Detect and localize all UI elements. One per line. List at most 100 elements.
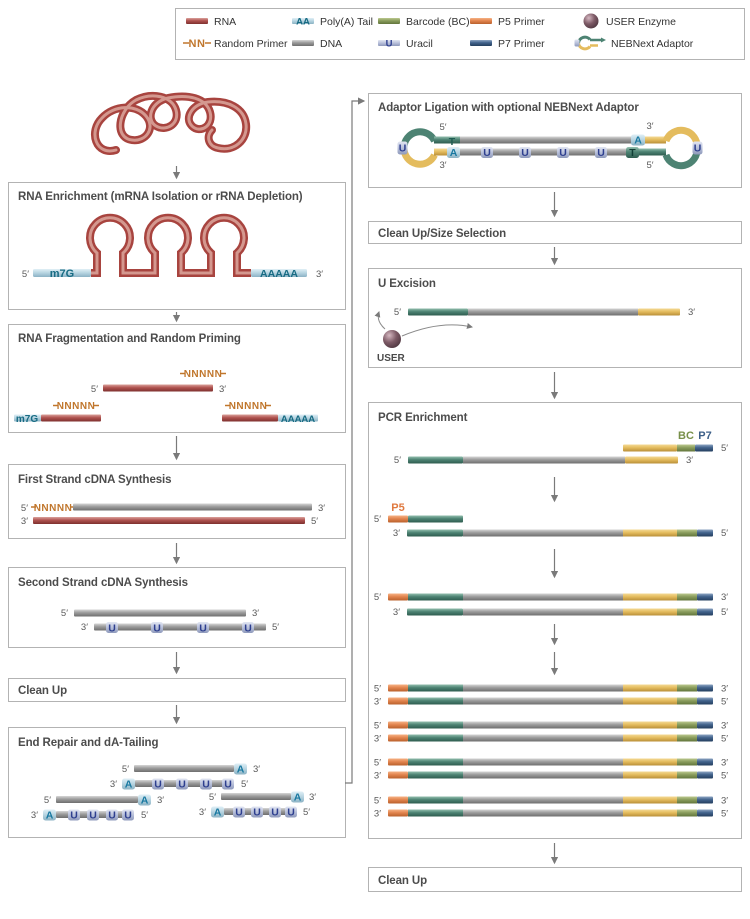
three-prime-label: 3′ <box>646 121 653 132</box>
da-patch <box>43 809 56 821</box>
excision-arrow <box>374 311 386 330</box>
random-primer-label: NNNNN <box>34 503 73 514</box>
adaptor-segment <box>639 148 666 156</box>
five-prime-label: 5′ <box>394 307 401 318</box>
barcode-segment <box>677 529 697 537</box>
bc-label: BC <box>678 430 694 442</box>
random-primer-label: NNNNN <box>229 401 268 412</box>
step-title: First Strand cDNA Synthesis <box>18 474 171 486</box>
da-patch <box>631 134 645 146</box>
insert-dna-segment <box>468 308 638 316</box>
legend-box <box>175 8 745 60</box>
five-prime-label: 5′ <box>721 607 728 618</box>
step-adaptor-ligation: Adaptor Ligation with optional NEBNext A… <box>368 93 742 188</box>
step-title: Second Strand cDNA Synthesis <box>18 577 188 589</box>
a-letter: A <box>214 807 222 819</box>
legend-label-polya: Poly(A) Tail <box>320 16 373 28</box>
step-clean-up-final: Clean Up <box>368 867 742 892</box>
insert-dna-segment <box>460 148 626 156</box>
pcr-template-with-p5-primer: P5 5′ 3′ 5′ <box>374 502 728 539</box>
total-rna-squiggle <box>90 91 251 155</box>
step-title: Adaptor Ligation with optional NEBNext A… <box>378 102 639 114</box>
legend-label-uracil: Uracil <box>406 38 433 50</box>
barcode-swatch-icon <box>378 18 400 24</box>
p7-segment <box>697 529 713 537</box>
three-prime-label: 3′ <box>110 779 117 790</box>
five-prime-label: 5′ <box>91 384 98 395</box>
uracil-patch <box>222 778 234 790</box>
primer-p5-segment <box>388 515 408 523</box>
legend-label-adaptor: NEBNext Adaptor <box>611 38 694 50</box>
rna-swatch-icon <box>186 18 208 24</box>
uracil-patch <box>106 622 118 633</box>
three-prime-label: 3′ <box>393 528 400 539</box>
cap-bar <box>33 269 91 277</box>
uracil-letter: U <box>89 810 97 822</box>
uracil-patch <box>242 622 254 633</box>
adaptor-segment <box>625 456 678 464</box>
five-prime-label: 5′ <box>241 779 248 790</box>
step-clean-up-left: Clean Up <box>8 678 346 702</box>
barcode-segment <box>677 608 697 616</box>
step-first-strand: First Strand cDNA Synthesis 5′ NNNNN 3′ … <box>8 464 346 539</box>
step-second-strand: Second Strand cDNA Synthesis 5′ 3′ 3′ U … <box>8 567 346 648</box>
p7-segment <box>697 608 713 616</box>
uracil-patch <box>251 806 263 818</box>
excision-arrow <box>401 323 473 337</box>
uracil-letter: U <box>224 779 232 791</box>
three-prime-label: 3′ <box>253 764 260 775</box>
adaptor-segment <box>434 136 460 144</box>
five-prime-label: 5′ <box>311 516 318 527</box>
legend-label-user: USER Enzyme <box>606 16 676 28</box>
uracil-patch <box>122 809 134 821</box>
five-prime-label: 5′ <box>374 592 381 603</box>
three-prime-label: 3′ <box>252 608 259 619</box>
random-primer-label: NNNNN <box>57 401 96 412</box>
adaptor-segment <box>638 308 680 316</box>
da-patch <box>122 778 135 790</box>
adaptor-segment <box>623 529 677 537</box>
step-end-repair: End Repair and dA-Tailing 5′ A 3′ 3′ A U… <box>8 727 346 838</box>
five-prime-label: 5′ <box>209 792 216 803</box>
adaptor-segment <box>434 148 447 156</box>
five-prime-label: 5′ <box>303 807 310 818</box>
three-prime-label: 3′ <box>686 455 693 466</box>
da-tailed-duplex: 5′ A 3′ 3′ A U U U U 5′ <box>199 791 316 819</box>
five-prime-label: 5′ <box>122 764 129 775</box>
uracil-patch <box>106 809 118 821</box>
uracil-letter: U <box>178 779 186 791</box>
three-prime-label: 3′ <box>81 622 88 633</box>
step-title: End Repair and dA-Tailing <box>18 737 158 749</box>
insert-dna-segment <box>463 529 623 537</box>
insert-dna-segment <box>460 136 632 144</box>
p5-label: P5 <box>391 502 404 514</box>
legend-label-random-primer: Random Primer <box>214 38 288 50</box>
legend-label-barcode: Barcode (BC) <box>406 16 470 28</box>
uracil-letter: U <box>694 143 702 155</box>
three-prime-label: 3′ <box>157 795 164 806</box>
uracil-patch <box>152 778 164 790</box>
uracil-letter: U <box>202 779 210 791</box>
adaptor-segment <box>407 529 463 537</box>
step-rna-fragmentation: RNA Fragmentation and Random Priming NNN… <box>8 324 346 433</box>
da-patch <box>234 763 247 775</box>
uracil-letter: U <box>70 810 78 822</box>
uracil-patch <box>481 147 493 158</box>
five-prime-label: 5′ <box>394 455 401 466</box>
primer-adaptor-segment <box>408 515 463 523</box>
step-title: Clean Up <box>18 685 67 697</box>
uracil-swatch-icon <box>378 40 400 46</box>
five-prime-label: 5′ <box>272 622 279 633</box>
a-letter: A <box>450 147 458 159</box>
a-letter: A <box>46 810 54 822</box>
three-prime-label: 3′ <box>21 516 28 527</box>
p7-swatch-icon <box>470 40 492 46</box>
m7g-cap-label: m7G <box>50 268 74 280</box>
step-pcr-enrichment: PCR Enrichment BC P7 5′ 5′ 3′ P5 5′ 3′ <box>368 402 742 839</box>
step-title: Clean Up <box>378 875 427 887</box>
uracil-letter: U <box>153 623 161 635</box>
three-prime-label: 3′ <box>309 792 316 803</box>
five-prime-label: 5′ <box>44 795 51 806</box>
five-prime-label: 5′ <box>61 608 68 619</box>
